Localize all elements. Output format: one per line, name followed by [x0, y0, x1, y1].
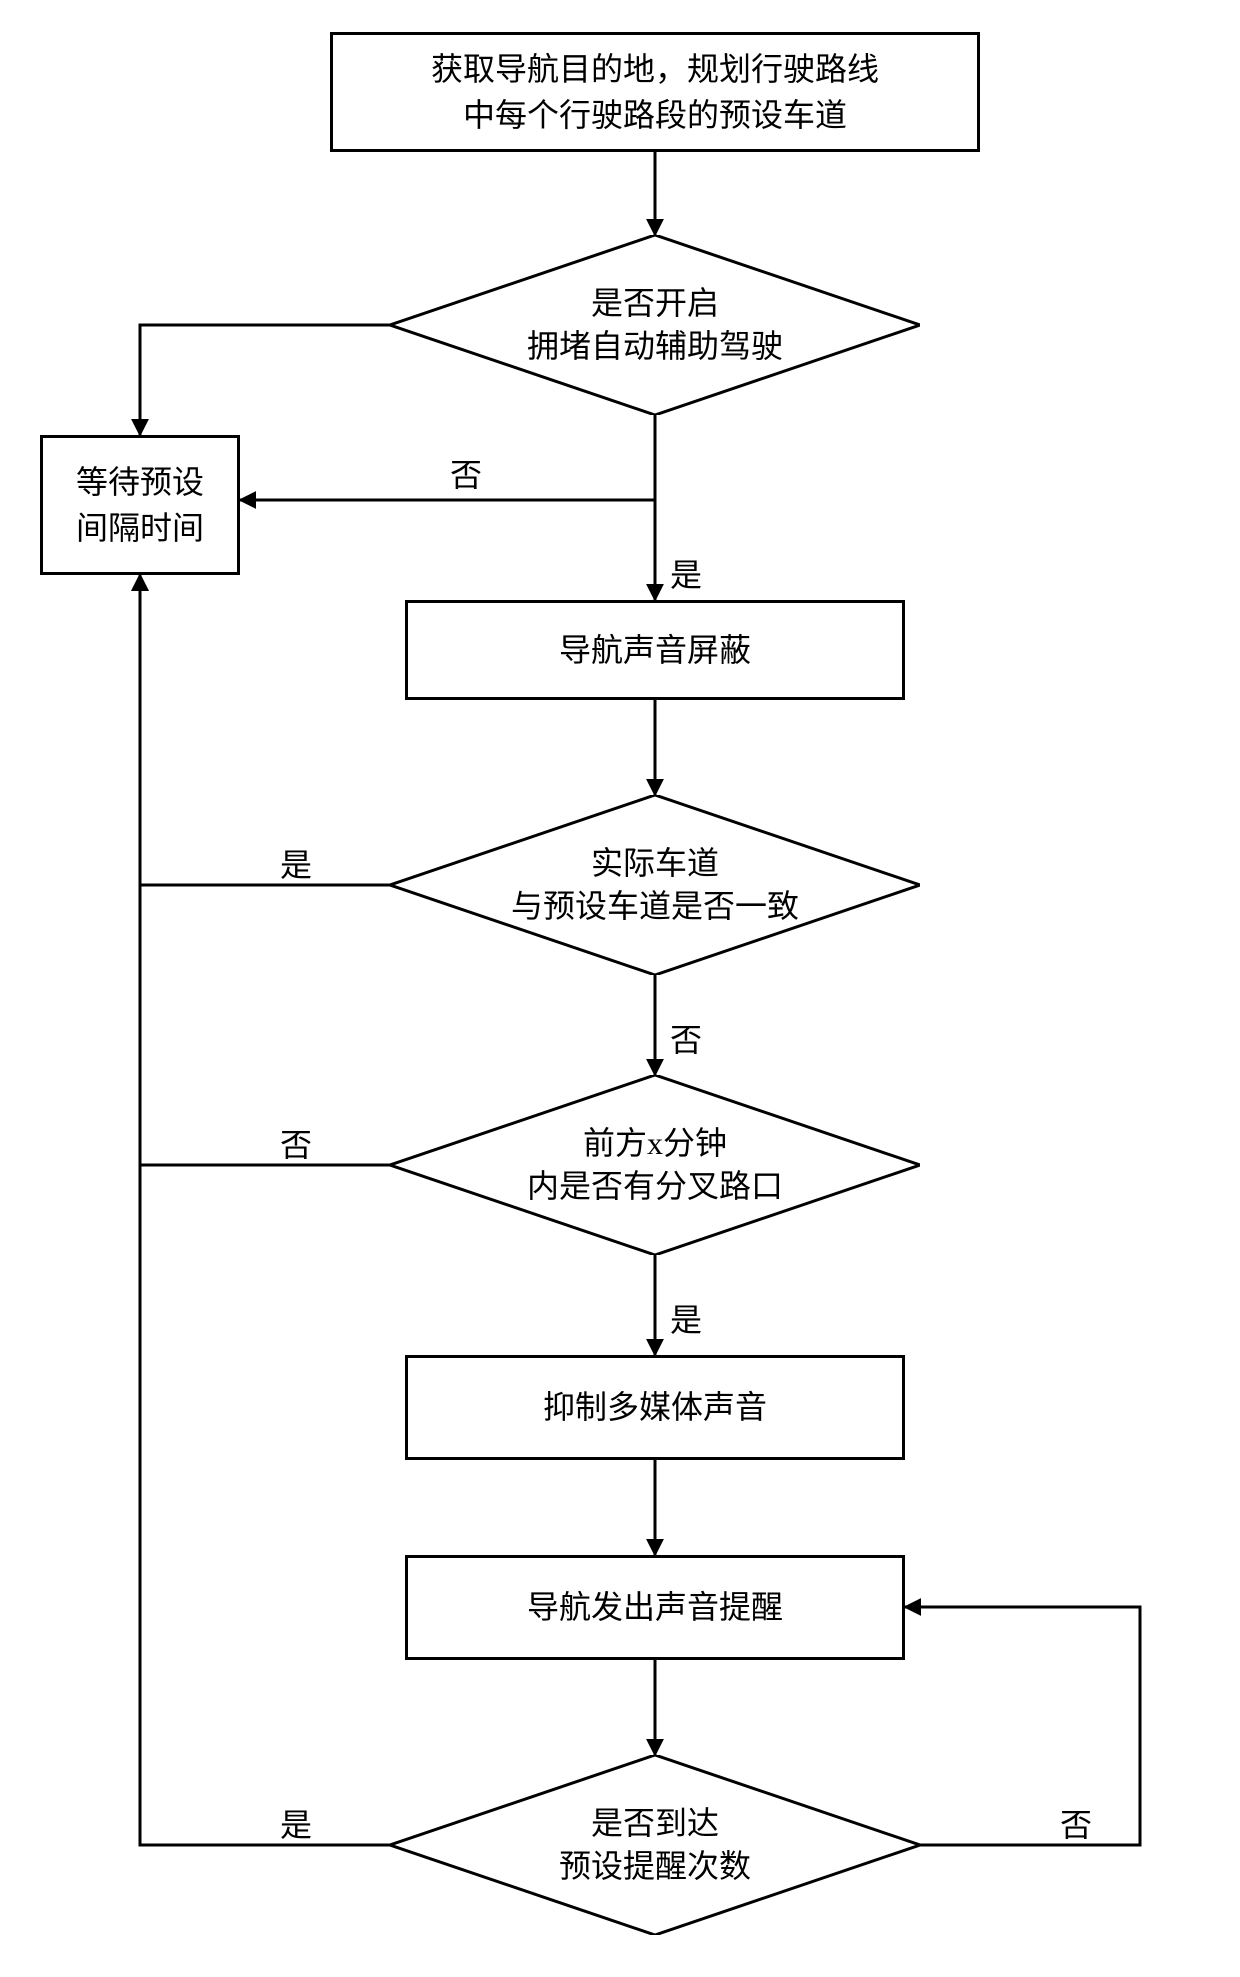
- node-d2: 实际车道 与预设车道是否一致: [390, 795, 920, 975]
- edge-label-d3_yes: 是: [670, 1295, 702, 1341]
- node-label: 导航声音屏蔽: [559, 627, 751, 673]
- node-wait: 等待预设 间隔时间: [40, 435, 240, 575]
- node-label: 获取导航目的地，规划行驶路线 中每个行驶路段的预设车道: [431, 46, 879, 139]
- edge: [140, 575, 390, 1845]
- node-d3: 前方x分钟 内是否有分叉路口: [390, 1075, 920, 1255]
- edge: [140, 325, 390, 435]
- node-navmute: 导航声音屏蔽: [405, 600, 905, 700]
- edge-label-d3_no: 否: [280, 1120, 312, 1166]
- node-d4: 是否到达 预设提醒次数: [390, 1755, 920, 1935]
- node-label: 是否开启 拥堵自动辅助驾驶: [390, 235, 920, 415]
- edge: [905, 1607, 1140, 1845]
- edge-label-d4_no: 否: [1060, 1800, 1092, 1846]
- flowchart-canvas: 获取导航目的地，规划行驶路线 中每个行驶路段的预设车道是否开启 拥堵自动辅助驾驶…: [0, 0, 1240, 1977]
- edge-label-d1_yes: 是: [670, 550, 702, 596]
- edge-label-d1_no: 否: [450, 450, 482, 496]
- edge-label-d2_yes: 是: [280, 840, 312, 886]
- node-d1: 是否开启 拥堵自动辅助驾驶: [390, 235, 920, 415]
- edge-label-d2_no: 否: [670, 1015, 702, 1061]
- node-label: 实际车道 与预设车道是否一致: [390, 795, 920, 975]
- node-label: 等待预设 间隔时间: [76, 459, 204, 552]
- node-start: 获取导航目的地，规划行驶路线 中每个行驶路段的预设车道: [330, 32, 980, 152]
- edge: [140, 575, 390, 1165]
- node-label: 是否到达 预设提醒次数: [390, 1755, 920, 1935]
- node-label: 导航发出声音提醒: [527, 1584, 783, 1630]
- node-navsound: 导航发出声音提醒: [405, 1555, 905, 1660]
- edge: [140, 575, 390, 885]
- node-label: 前方x分钟 内是否有分叉路口: [390, 1075, 920, 1255]
- node-suppress: 抑制多媒体声音: [405, 1355, 905, 1460]
- edge-label-d4_yes: 是: [280, 1800, 312, 1846]
- node-label: 抑制多媒体声音: [543, 1384, 767, 1430]
